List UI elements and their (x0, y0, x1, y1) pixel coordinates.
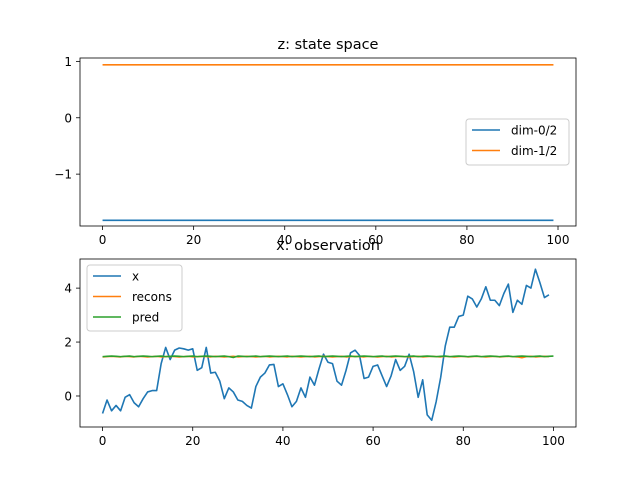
legend: x recons pred (86, 264, 183, 332)
y-tick-label: 0 (64, 389, 72, 403)
legend: dim-0/2 dim-1/2 (465, 118, 570, 166)
legend-label: pred (132, 311, 159, 325)
chart-title: x: observation (276, 238, 380, 254)
axes-frame (79, 57, 577, 227)
y-tick-label: 2 (64, 336, 72, 350)
x-tick-label: 60 (365, 434, 380, 448)
x-tick-label: 20 (186, 233, 201, 247)
series-line-x (101, 268, 550, 422)
legend-box (86, 264, 183, 332)
x-tick-label: 80 (459, 233, 474, 247)
x-tick-label: 80 (456, 434, 471, 448)
y-tick-label: 0 (64, 111, 72, 125)
legend-label: dim-1/2 (511, 144, 557, 158)
legend-label: recons (132, 290, 172, 304)
axes-frame (79, 258, 577, 428)
legend-label: x (132, 270, 139, 284)
x-tick-label: 100 (542, 434, 565, 448)
y-tick-label: −1 (54, 168, 72, 182)
y-tick-label: 1 (64, 55, 72, 69)
series-line-pred (102, 355, 554, 359)
x-tick-label: 100 (547, 233, 570, 247)
x-tick-label: 60 (368, 233, 383, 247)
x-tick-label: 0 (99, 233, 107, 247)
x-tick-label: 40 (277, 233, 292, 247)
legend-label: dim-0/2 (511, 124, 557, 138)
y-tick-label: 4 (64, 282, 72, 296)
x-tick-label: 0 (99, 434, 107, 448)
subplot-observation: x: observation 0 20 40 60 80 100 0 2 4 x recons pred (64, 238, 577, 448)
x-tick-label: 40 (275, 434, 290, 448)
chart-title: z: state space (278, 37, 379, 53)
x-tick-label: 20 (185, 434, 200, 448)
